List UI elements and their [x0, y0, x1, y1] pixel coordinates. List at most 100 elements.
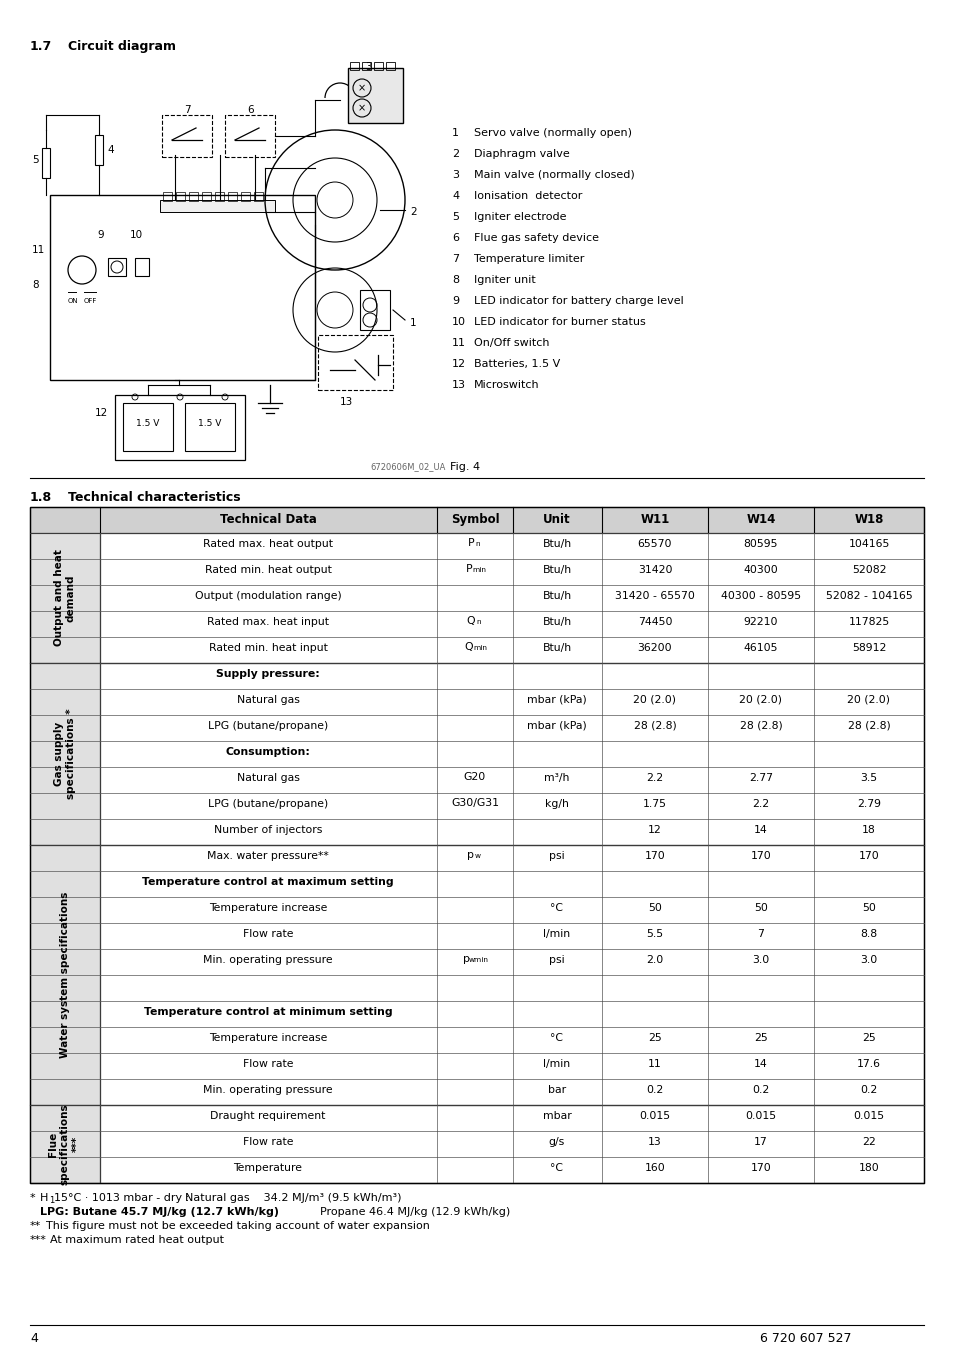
Text: 25: 25 [753, 1034, 767, 1043]
Bar [100, 534, 923, 663]
Text: n: n [476, 540, 479, 547]
Text: 15°C · 1013 mbar - dry :: 15°C · 1013 mbar - dry : [54, 1193, 189, 1202]
Text: °C: °C [550, 1034, 563, 1043]
Text: 0.2: 0.2 [646, 1085, 663, 1096]
Text: 7: 7 [452, 254, 458, 263]
Text: 11: 11 [647, 1059, 661, 1069]
Text: 170: 170 [858, 851, 879, 861]
Text: 25: 25 [862, 1034, 875, 1043]
Bar [185, 403, 234, 451]
Bar [30, 663, 100, 844]
Text: Supply pressure:: Supply pressure: [216, 669, 319, 680]
Text: ***: *** [30, 1235, 47, 1246]
Text: 0.015: 0.015 [853, 1111, 883, 1121]
Text: Rated min. heat input: Rated min. heat input [209, 643, 327, 653]
Text: Natural gas    34.2 MJ/m³ (9.5 kWh/m³): Natural gas 34.2 MJ/m³ (9.5 kWh/m³) [185, 1193, 401, 1202]
Text: Draught requirement: Draught requirement [210, 1111, 325, 1121]
Text: Rated max. heat output: Rated max. heat output [203, 539, 333, 549]
Text: Btu/h: Btu/h [542, 590, 571, 601]
Text: 20 (2.0): 20 (2.0) [739, 694, 781, 705]
Text: 11: 11 [452, 338, 465, 349]
Text: Temperature increase: Temperature increase [209, 1034, 327, 1043]
Text: 3: 3 [365, 62, 372, 72]
Text: Min. operating pressure: Min. operating pressure [203, 955, 333, 965]
Text: 1.7: 1.7 [30, 41, 52, 53]
Text: LED indicator for battery charge level: LED indicator for battery charge level [474, 296, 683, 305]
Text: 6: 6 [452, 232, 458, 243]
Bar [241, 192, 250, 201]
Text: 4: 4 [30, 1332, 38, 1346]
Bar [225, 115, 274, 157]
Text: 0.015: 0.015 [639, 1111, 670, 1121]
Text: 28 (2.8): 28 (2.8) [633, 721, 676, 731]
Text: 13: 13 [339, 397, 353, 407]
Text: 74450: 74450 [638, 617, 672, 627]
Text: 8: 8 [32, 280, 38, 290]
Text: g/s: g/s [548, 1138, 564, 1147]
Bar [123, 403, 172, 451]
Text: 50: 50 [647, 902, 661, 913]
Text: Batteries, 1.5 V: Batteries, 1.5 V [474, 359, 559, 369]
Text: 31420 - 65570: 31420 - 65570 [615, 590, 694, 601]
Text: G20: G20 [463, 771, 486, 782]
Text: Fig. 4: Fig. 4 [450, 462, 479, 471]
Text: 170: 170 [750, 1163, 771, 1173]
Text: 2: 2 [410, 207, 416, 218]
Text: 2.2: 2.2 [752, 798, 769, 809]
Text: Btu/h: Btu/h [542, 617, 571, 627]
Bar [30, 507, 923, 534]
Text: At maximum rated heat output: At maximum rated heat output [50, 1235, 224, 1246]
Text: 7: 7 [184, 105, 191, 115]
Text: Flow rate: Flow rate [242, 1138, 293, 1147]
Text: 1.5 V: 1.5 V [136, 419, 159, 428]
Text: 14: 14 [753, 1059, 767, 1069]
Text: Unit: Unit [542, 513, 570, 526]
Bar [359, 290, 390, 330]
Text: m³/h: m³/h [544, 773, 569, 784]
Text: 117825: 117825 [847, 617, 889, 627]
Text: Btu/h: Btu/h [542, 643, 571, 653]
Text: W18: W18 [854, 513, 882, 526]
Text: Circuit diagram: Circuit diagram [68, 41, 175, 53]
Text: Rated min. heat output: Rated min. heat output [204, 565, 331, 576]
Text: LPG: Butane 45.7 MJ/kg (12.7 kWh/kg): LPG: Butane 45.7 MJ/kg (12.7 kWh/kg) [40, 1206, 278, 1217]
Text: ×: × [357, 82, 366, 93]
Text: 104165: 104165 [847, 539, 889, 549]
Text: Main valve (normally closed): Main valve (normally closed) [474, 170, 634, 180]
Bar [30, 844, 100, 1105]
Text: Natural gas: Natural gas [236, 773, 299, 784]
Text: p: p [467, 850, 474, 861]
Bar [50, 195, 314, 380]
Text: 46105: 46105 [743, 643, 778, 653]
Text: 1.75: 1.75 [642, 798, 666, 809]
Text: 58912: 58912 [851, 643, 885, 653]
Text: mbar: mbar [542, 1111, 571, 1121]
Bar [386, 62, 395, 70]
Bar [163, 192, 172, 201]
Text: Flue gas safety device: Flue gas safety device [474, 232, 598, 243]
Bar [30, 1105, 100, 1183]
Text: 9: 9 [452, 296, 458, 305]
Text: mbar (kPa): mbar (kPa) [527, 694, 586, 705]
Text: 1.8: 1.8 [30, 490, 52, 504]
Text: 52082: 52082 [851, 565, 885, 576]
Text: OFF: OFF [84, 299, 97, 304]
Bar [317, 335, 393, 390]
Text: *: * [30, 1193, 35, 1202]
Text: 28 (2.8): 28 (2.8) [739, 721, 781, 731]
Text: Technical characteristics: Technical characteristics [68, 490, 240, 504]
Text: **: ** [30, 1221, 41, 1231]
Text: Number of injectors: Number of injectors [213, 825, 322, 835]
Text: LPG (butane/propane): LPG (butane/propane) [208, 721, 328, 731]
Text: 50: 50 [862, 902, 875, 913]
Text: 13: 13 [452, 380, 465, 390]
Bar [253, 192, 263, 201]
Text: min: min [473, 644, 486, 651]
Bar [100, 1105, 923, 1183]
Text: ON: ON [68, 299, 78, 304]
Text: 0.2: 0.2 [752, 1085, 769, 1096]
Text: bar: bar [547, 1085, 565, 1096]
Text: Btu/h: Btu/h [542, 539, 571, 549]
Text: P: P [467, 538, 474, 549]
Text: Temperature: Temperature [233, 1163, 302, 1173]
